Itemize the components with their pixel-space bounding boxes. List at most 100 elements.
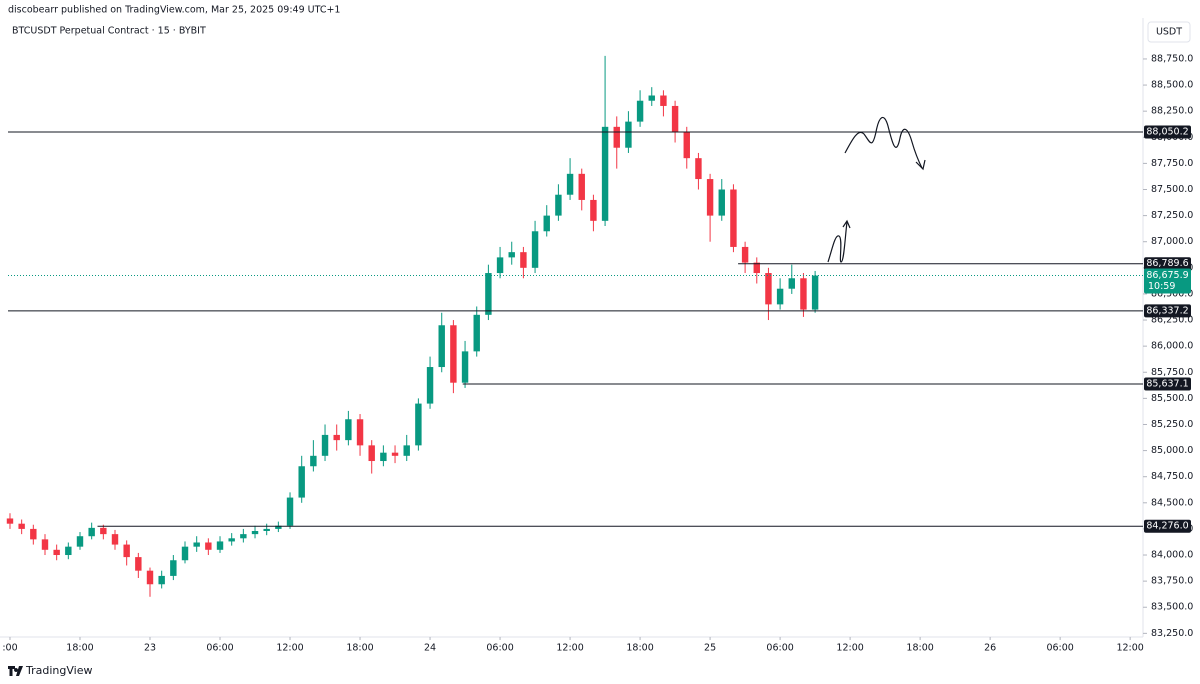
candle-body — [543, 215, 550, 232]
brand: TradingView — [8, 664, 92, 677]
x-tick-label: 25 — [704, 643, 716, 654]
candle-body — [765, 273, 772, 305]
candle-body — [228, 538, 235, 542]
candle-body — [123, 544, 130, 558]
current-price-label: 86,675.9 — [1146, 270, 1188, 281]
y-tick-label: 84,750.0 — [1151, 471, 1193, 482]
candle-body — [776, 288, 784, 305]
currency[interactable]: USDT — [1156, 27, 1182, 38]
projection-path — [827, 221, 848, 263]
candle-body — [275, 525, 282, 529]
candle-body — [800, 278, 807, 310]
candle-body — [660, 95, 667, 106]
x-tick-label: :00 — [2, 643, 17, 654]
candle-body — [566, 173, 574, 195]
x-tick-label: 23 — [144, 643, 156, 654]
candle-body — [6, 518, 14, 524]
candle-body — [508, 252, 515, 258]
candle-body — [193, 542, 200, 547]
x-tick-label: 18:00 — [346, 643, 373, 654]
candle-body — [240, 534, 247, 539]
candle-body — [695, 158, 702, 180]
candle-body — [788, 278, 795, 289]
candle-body — [496, 257, 504, 274]
candle-body — [601, 126, 609, 221]
candle-body — [298, 466, 305, 498]
level-label-box — [1144, 377, 1191, 391]
candle-body — [718, 189, 725, 216]
level-label: 88,050.2 — [1146, 127, 1188, 138]
candle-body — [263, 528, 270, 531]
candle-body — [391, 452, 399, 456]
level-label-box — [1144, 304, 1191, 318]
candle-body — [321, 434, 329, 456]
candle-body — [41, 539, 49, 550]
candle-body — [461, 351, 469, 383]
candle-body — [648, 95, 655, 101]
chart-title: BTCUSDT Perpetual Contract · 15 · BYBIT — [12, 26, 206, 37]
candle-body — [146, 570, 154, 585]
projection-path — [844, 116, 923, 169]
y-tick-label: 86,500.0 — [1151, 288, 1193, 299]
candle-body — [286, 497, 294, 526]
candle-body — [741, 246, 749, 263]
plot: 83,250.083,500.083,750.084,000.084,250.0… — [2, 53, 1193, 653]
x-tick-label: 12:00 — [1116, 643, 1143, 654]
candle-body — [520, 252, 527, 268]
x-tick-label: 06:00 — [1046, 643, 1073, 654]
candle-body — [181, 546, 189, 561]
y-tick-label: 84,000.0 — [1151, 550, 1193, 561]
level-label-box — [1144, 519, 1191, 533]
y-tick-label: 88,750.0 — [1151, 53, 1193, 64]
projection-arrowhead — [915, 159, 926, 171]
level-label: 84,276.0 — [1146, 521, 1188, 532]
candle-body — [205, 542, 212, 550]
candle-body — [403, 445, 410, 456]
candle-body — [450, 325, 457, 383]
currency-box[interactable] — [1147, 21, 1191, 43]
y-tick-label: 84,500.0 — [1151, 497, 1193, 508]
candle-body — [251, 530, 259, 535]
x-tick-label: 06:00 — [206, 643, 233, 654]
candle-body — [590, 199, 597, 221]
candle-body — [76, 536, 84, 547]
candle-body — [625, 121, 632, 148]
candle-body — [345, 419, 352, 441]
candle-body — [310, 455, 317, 467]
y-tick-label: 87,500.0 — [1151, 184, 1193, 195]
y-tick-label: 86,250.0 — [1151, 315, 1193, 326]
x-tick-label: 06:00 — [766, 643, 793, 654]
y-tick-label: 87,000.0 — [1151, 236, 1193, 247]
current-price-box — [1144, 268, 1191, 294]
candle-body — [170, 560, 177, 576]
x-tick-label: 24 — [424, 643, 436, 654]
y-tick-label: 83,250.0 — [1151, 628, 1193, 639]
x-tick-label: 12:00 — [556, 643, 583, 654]
brand-logo — [8, 666, 23, 676]
x-tick-label: 18:00 — [66, 643, 93, 654]
y-tick-label: 88,250.0 — [1151, 106, 1193, 117]
countdown: 10:59 — [1148, 281, 1175, 292]
candle-body — [216, 541, 224, 550]
candle-body — [135, 557, 142, 571]
candle-body — [368, 445, 375, 462]
y-tick-label: 87,250.0 — [1151, 210, 1193, 221]
candle-body — [438, 325, 445, 368]
y-tick-label: 86,000.0 — [1151, 341, 1193, 352]
x-tick-label: 26 — [984, 643, 996, 654]
candle-body — [753, 262, 760, 274]
level-label: 85,637.1 — [1146, 379, 1188, 390]
level-label-box — [1144, 125, 1191, 139]
candle-body — [65, 546, 72, 556]
candle-body — [30, 528, 37, 540]
candle-body — [730, 189, 737, 247]
x-tick-label: 12:00 — [276, 643, 303, 654]
x-tick-label: 12:00 — [836, 643, 863, 654]
y-tick-label: 83,500.0 — [1151, 602, 1193, 613]
level-label-box — [1144, 257, 1191, 271]
projection-drawings — [827, 116, 926, 263]
candle-body — [415, 403, 422, 446]
level-label: 86,337.2 — [1146, 305, 1188, 316]
